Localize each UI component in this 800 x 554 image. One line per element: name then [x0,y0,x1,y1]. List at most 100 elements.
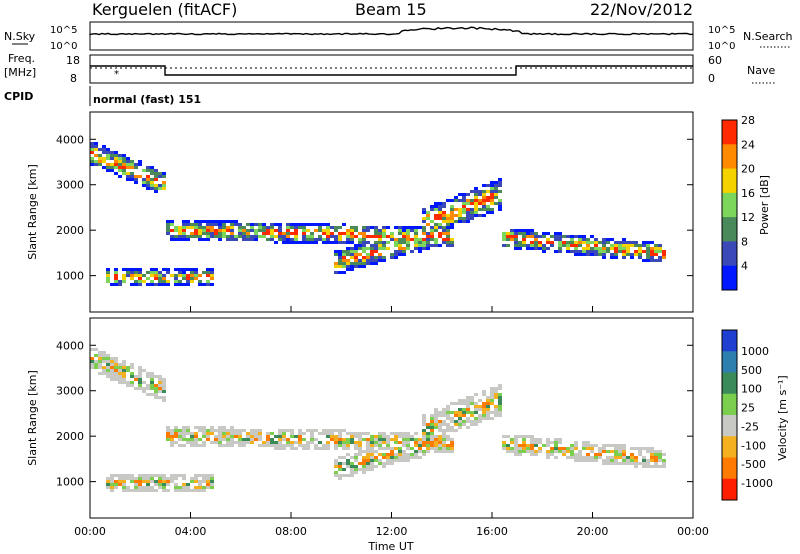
heatmap-cell [174,280,178,283]
heatmap-cell [146,372,150,375]
heatmap-cell [422,435,426,438]
heatmap-cell [382,438,386,441]
heatmap-cell [490,390,494,393]
heatmap-cell [278,447,282,450]
heatmap-cell [402,235,406,238]
heatmap-cell [354,441,358,444]
heatmap-cell [294,226,298,229]
heatmap-cell [278,435,282,438]
heatmap-cell [386,447,390,450]
heatmap-cell [314,223,318,226]
heatmap-cell [162,283,166,286]
heatmap-cell [350,256,354,259]
heatmap-cell [390,450,394,453]
heatmap-cell [338,438,342,441]
heatmap-cell [610,444,614,447]
heatmap-cell [462,220,466,223]
heatmap-cell [434,229,438,232]
heatmap-cell [374,241,378,244]
heatmap-cell [206,226,210,229]
heatmap-cell [514,444,518,447]
heatmap-cell [474,199,478,202]
heatmap-cell [182,444,186,447]
heatmap-cell [134,268,138,271]
heatmap-cell [446,450,450,453]
heatmap-cell [294,241,298,244]
heatmap-cell [490,211,494,214]
heatmap-cell [438,414,442,417]
heatmap-cell [506,235,510,238]
heatmap-cell [162,175,166,178]
heatmap-cell [206,432,210,435]
heatmap-cell [414,229,418,232]
heatmap-cell [410,453,414,456]
heatmap-cell [390,453,394,456]
heatmap-cell [618,241,622,244]
heatmap-cell [622,456,626,459]
heatmap-cell [130,160,134,163]
heatmap-cell [326,226,330,229]
heatmap-cell [386,441,390,444]
heatmap-cell [602,256,606,259]
heatmap-cell [626,456,630,459]
heatmap-cell [430,429,434,432]
heatmap-cell [178,435,182,438]
heatmap-cell [470,414,474,417]
heatmap-cell [122,274,126,277]
heatmap-cell [406,241,410,244]
heatmap-cell [490,387,494,390]
heatmap-cell [578,453,582,456]
heatmap-cell [382,453,386,456]
heatmap-cell [362,265,366,268]
heatmap-cell [418,450,422,453]
heatmap-cell [362,226,366,229]
heatmap-cell [490,184,494,187]
heatmap-cell [654,244,658,247]
heatmap-cell [226,429,230,432]
heatmap-cell [334,271,338,274]
heatmap-cell [282,232,286,235]
y-tick-label: 1000 [56,270,84,283]
heatmap-cell [618,247,622,250]
heatmap-cell [254,438,258,441]
heatmap-cell [354,265,358,268]
heatmap-cell [582,447,586,450]
heatmap-cell [230,429,234,432]
heatmap-cell [194,444,198,447]
heatmap-cell [354,459,358,462]
heatmap-cell [586,253,590,256]
heatmap-cell [106,163,110,166]
heatmap-cell [214,429,218,432]
heatmap-cell [642,465,646,468]
heatmap-cell [514,247,518,250]
heatmap-cell [606,444,610,447]
heatmap-cell [314,447,318,450]
heatmap-cell [414,235,418,238]
heatmap-cell [458,217,462,220]
heatmap-cell [266,444,270,447]
heatmap-cell [446,426,450,429]
heatmap-cell [498,208,502,211]
heatmap-cell [434,441,438,444]
heatmap-cell [122,268,126,271]
heatmap-cell [434,414,438,417]
heatmap-cell [202,435,206,438]
heatmap-cell [606,456,610,459]
heatmap-cell [402,253,406,256]
heatmap-cell [146,474,150,477]
heatmap-cell [586,241,590,244]
heatmap-cell [134,375,138,378]
heatmap-cell [434,223,438,226]
heatmap-cell [662,256,666,259]
heatmap-cell [490,181,494,184]
heatmap-cell [318,229,322,232]
svg-text:*: * [114,69,119,80]
heatmap-cell [174,441,178,444]
heatmap-cell [558,438,562,441]
heatmap-cell [174,432,178,435]
heatmap-cell [586,459,590,462]
heatmap-cell [282,438,286,441]
heatmap-cell [378,232,382,235]
heatmap-cell [130,172,134,175]
heatmap-cell [174,235,178,238]
